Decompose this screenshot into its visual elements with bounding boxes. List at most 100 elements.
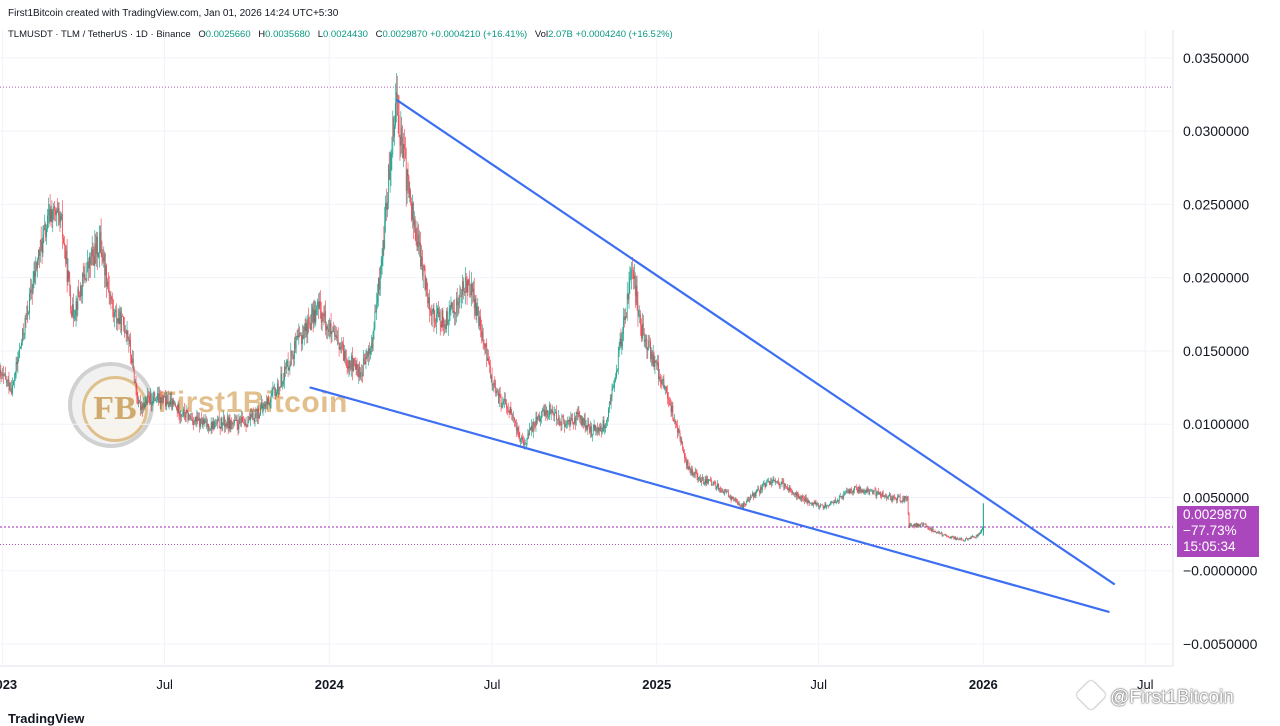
candle-body: [773, 479, 774, 481]
candle-body: [178, 404, 179, 412]
candle-body: [490, 365, 491, 377]
candle-body: [686, 460, 687, 465]
candle-body: [94, 243, 95, 265]
candle-body: [376, 303, 377, 313]
candle-body: [375, 311, 376, 328]
candle-body: [444, 324, 445, 327]
candle-body: [687, 461, 688, 466]
candle-body: [215, 423, 216, 424]
candle-body: [556, 412, 557, 420]
candle-body: [560, 421, 561, 425]
candle-body: [488, 358, 489, 362]
candle-body: [656, 363, 657, 366]
candle-body: [222, 418, 223, 426]
candle-body: [790, 487, 791, 490]
candle-body: [115, 310, 116, 312]
candle-body: [949, 537, 950, 538]
candle-body: [484, 343, 485, 344]
candle-body: [21, 342, 22, 346]
candle-body: [322, 314, 323, 323]
candle-body: [766, 482, 767, 485]
candle-body: [51, 209, 52, 221]
candle-body: [572, 419, 573, 423]
candle-body: [777, 481, 778, 482]
candle-body: [185, 416, 186, 418]
candle-body: [428, 297, 429, 303]
candle-body: [124, 325, 125, 333]
candle-body: [120, 311, 121, 331]
candle-body: [434, 308, 435, 321]
candle-body: [661, 380, 662, 383]
candle-body: [580, 416, 581, 420]
candle-body: [863, 490, 864, 493]
candle-body: [973, 536, 974, 537]
candle-body: [834, 501, 835, 503]
candle-body: [828, 506, 829, 507]
candle-body: [85, 274, 86, 278]
candle-body: [491, 376, 492, 377]
candle-body: [294, 341, 295, 359]
candle-body: [287, 361, 288, 364]
trendlines[interactable]: [310, 100, 1113, 611]
candle-body: [475, 299, 476, 309]
candle-body: [659, 377, 660, 379]
candle-body: [481, 330, 482, 338]
trendline-upper[interactable]: [397, 100, 1114, 584]
candle-body: [35, 271, 36, 276]
y-tick-label: 0.0150000: [1183, 343, 1249, 359]
candle-body: [396, 93, 397, 104]
candle-body: [697, 473, 698, 477]
candle-body: [550, 405, 551, 414]
candle-body: [715, 484, 716, 488]
candle-body: [855, 486, 856, 487]
candle-body: [181, 415, 182, 416]
price-axis[interactable]: 0.03500000.03000000.02500000.02000000.01…: [1183, 50, 1258, 652]
candle-body: [926, 524, 927, 526]
candle-body: [363, 359, 364, 377]
candle-body: [248, 417, 249, 422]
candle-body: [677, 425, 678, 432]
time-axis[interactable]: 2023Jul2024Jul2025Jul2026Jul: [0, 677, 1154, 692]
candle-body: [93, 250, 94, 256]
candle-body: [333, 327, 334, 331]
candle-body: [315, 310, 316, 322]
candle-body: [45, 224, 46, 237]
candle-body: [364, 359, 365, 363]
last-price-badge: 0.0029870 −77.73% 15:05:34: [1177, 506, 1259, 557]
candle-body: [700, 478, 701, 482]
candle-body: [874, 490, 875, 492]
candle-body: [16, 362, 17, 376]
candle-body: [634, 275, 635, 279]
candle-body: [571, 418, 572, 419]
candle-body: [825, 504, 826, 508]
candle-body: [730, 497, 731, 498]
candle-body: [409, 177, 410, 198]
candle-body: [280, 387, 281, 388]
candle-body: [745, 505, 746, 506]
candle-body: [196, 416, 197, 421]
candle-body: [356, 364, 357, 370]
candle-body: [964, 540, 965, 541]
candle-body: [549, 405, 550, 417]
candle-body: [268, 398, 269, 404]
candle-body: [179, 416, 180, 417]
candle-body: [3, 374, 4, 375]
candle-body: [244, 423, 245, 425]
candle-body: [465, 278, 466, 294]
candle-body: [749, 500, 750, 501]
candle-body: [380, 273, 381, 289]
candle-body: [86, 278, 87, 280]
candle-body: [74, 318, 75, 319]
candle-body: [403, 144, 404, 158]
candle-body: [335, 335, 336, 336]
candle-body: [176, 407, 177, 408]
candle-body: [119, 318, 120, 324]
candle-body: [270, 402, 271, 403]
candle-body: [495, 387, 496, 393]
candle-body: [845, 493, 846, 494]
candle-body: [67, 251, 68, 282]
candle-body: [800, 497, 801, 498]
candle-body: [62, 214, 63, 238]
candle-body: [534, 422, 535, 425]
